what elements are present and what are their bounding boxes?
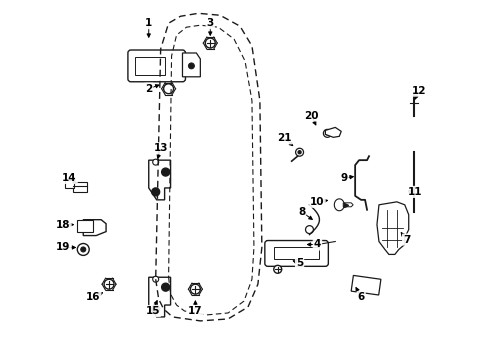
Bar bbox=[65, 180, 74, 188]
FancyBboxPatch shape bbox=[264, 240, 327, 266]
Text: 12: 12 bbox=[410, 86, 425, 96]
Polygon shape bbox=[325, 127, 341, 137]
Circle shape bbox=[190, 284, 200, 294]
Text: 5: 5 bbox=[295, 258, 303, 268]
Circle shape bbox=[77, 243, 89, 255]
Text: 9: 9 bbox=[340, 173, 347, 183]
Text: 16: 16 bbox=[86, 292, 100, 302]
Text: 8: 8 bbox=[297, 207, 305, 217]
Circle shape bbox=[152, 159, 158, 165]
Circle shape bbox=[163, 84, 173, 94]
Circle shape bbox=[305, 226, 313, 234]
Polygon shape bbox=[376, 202, 408, 255]
Text: 7: 7 bbox=[402, 234, 409, 244]
Text: 17: 17 bbox=[188, 306, 203, 316]
Bar bbox=[73, 182, 87, 192]
Circle shape bbox=[152, 276, 158, 282]
Circle shape bbox=[325, 132, 328, 135]
Text: 10: 10 bbox=[309, 197, 324, 207]
Circle shape bbox=[205, 38, 215, 48]
Bar bbox=[77, 220, 93, 231]
Polygon shape bbox=[343, 203, 352, 207]
Circle shape bbox=[81, 247, 85, 252]
Text: 6: 6 bbox=[357, 292, 364, 302]
Circle shape bbox=[273, 265, 281, 273]
Circle shape bbox=[323, 129, 331, 137]
Bar bbox=[135, 57, 164, 75]
Bar bbox=[350, 275, 380, 295]
Text: 18: 18 bbox=[56, 220, 70, 230]
Polygon shape bbox=[148, 160, 170, 200]
FancyBboxPatch shape bbox=[128, 50, 185, 82]
Text: 14: 14 bbox=[62, 173, 77, 183]
Text: 19: 19 bbox=[56, 243, 70, 252]
Text: 4: 4 bbox=[313, 239, 321, 249]
Text: 1: 1 bbox=[145, 18, 152, 28]
Circle shape bbox=[104, 279, 114, 289]
Text: 15: 15 bbox=[145, 306, 160, 316]
Circle shape bbox=[162, 283, 169, 291]
Text: 21: 21 bbox=[277, 133, 291, 143]
Text: 13: 13 bbox=[153, 143, 167, 153]
Circle shape bbox=[151, 305, 160, 313]
Polygon shape bbox=[148, 277, 170, 317]
Circle shape bbox=[295, 148, 303, 156]
Polygon shape bbox=[182, 53, 200, 77]
Circle shape bbox=[162, 168, 169, 176]
Circle shape bbox=[151, 188, 160, 196]
Text: 20: 20 bbox=[304, 111, 318, 121]
Bar bbox=[273, 247, 319, 260]
Circle shape bbox=[188, 63, 194, 69]
Circle shape bbox=[298, 151, 301, 154]
Text: 11: 11 bbox=[407, 187, 421, 197]
Polygon shape bbox=[83, 220, 106, 235]
Text: 2: 2 bbox=[145, 84, 152, 94]
Text: 3: 3 bbox=[206, 18, 213, 28]
